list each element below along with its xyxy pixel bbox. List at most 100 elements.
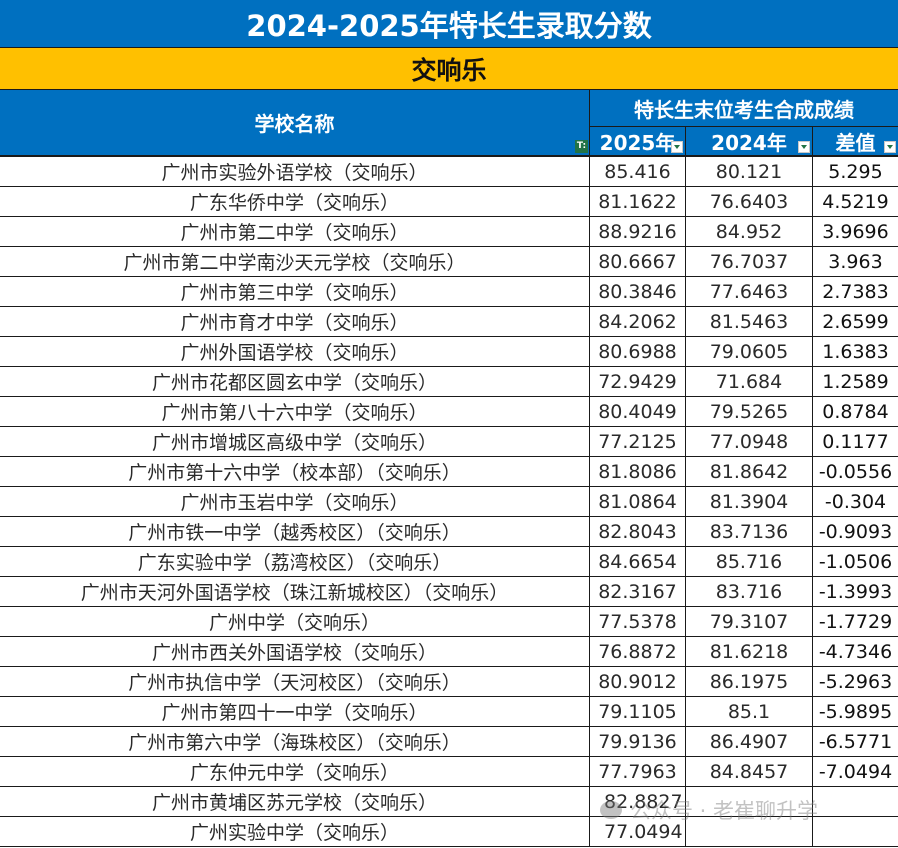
cell-2025[interactable]: 80.3846 (590, 277, 686, 306)
cell-diff[interactable]: 5.295 (828, 160, 883, 183)
cell-school[interactable]: 广州市第八十六中学（交响乐） (0, 397, 590, 426)
cell-2025[interactable]: 72.9429 (590, 367, 686, 396)
cell-school[interactable]: 广州市第六中学（海珠校区）（交响乐） (0, 727, 590, 756)
cell-diff[interactable]: 0.8784 (822, 400, 889, 423)
cell-school[interactable]: 广州市执信中学（天河校区）（交响乐） (0, 667, 590, 696)
cell-diff[interactable]: 4.5219 (822, 190, 889, 213)
cell-diff[interactable]: -1.7729 (818, 610, 893, 633)
cell-diff[interactable]: -0.0556 (818, 460, 893, 483)
cell-2025[interactable]: 77.5378 (590, 607, 686, 636)
header-school-name: 学校名称 T: (0, 90, 590, 157)
cell-school[interactable]: 广州外国语学校（交响乐） (0, 337, 590, 366)
cell-2025[interactable]: 85.416 (590, 157, 686, 186)
cell-2024[interactable]: 85.1 (686, 697, 813, 726)
cell-2025[interactable]: 82.3167 (590, 577, 686, 606)
cell-2024[interactable]: 76.6403 (686, 187, 813, 216)
cell-2025[interactable]: 88.9216 (590, 217, 686, 246)
cell-school[interactable]: 广州市第十六中学（校本部）（交响乐） (0, 457, 590, 486)
cell-2024[interactable] (686, 817, 813, 846)
cell-2024[interactable]: 86.4907 (686, 727, 813, 756)
cell-school[interactable]: 广州市黄埔区苏元学校（交响乐） (0, 787, 590, 816)
cell-2025[interactable]: 80.4049 (590, 397, 686, 426)
cell-diff[interactable]: 0.1177 (822, 430, 889, 453)
cell-2024[interactable] (686, 787, 813, 816)
cell-2024[interactable]: 81.8642 (686, 457, 813, 486)
cell-2024[interactable]: 77.0948 (686, 427, 813, 456)
filter-dropdown-icon[interactable] (671, 141, 683, 153)
cell-2024[interactable]: 80.121 (686, 157, 813, 186)
cell-school[interactable]: 广州实验中学（交响乐） (0, 817, 590, 846)
cell-school[interactable]: 广州市天河外国语学校（珠江新城校区）（交响乐） (0, 577, 590, 606)
cell-2024[interactable]: 85.716 (686, 547, 813, 576)
table-row: 广州市第六中学（海珠校区）（交响乐） 79.9136 86.4907 -6.5771 (0, 727, 898, 757)
cell-diff[interactable]: -0.304 (824, 490, 887, 513)
cell-diff[interactable]: 1.6383 (822, 340, 889, 363)
cell-2024[interactable]: 81.5463 (686, 307, 813, 336)
cell-2024[interactable]: 81.6218 (686, 637, 813, 666)
filter-dropdown-icon[interactable] (798, 141, 810, 153)
cell-2024[interactable]: 76.7037 (686, 247, 813, 276)
cell-2025[interactable]: 77.7963 (590, 757, 686, 786)
filter-active-icon[interactable]: T: (575, 140, 588, 153)
table-row: 广州市第二中学南沙天元学校（交响乐） 80.6667 76.7037 3.963 (0, 247, 898, 277)
cell-school[interactable]: 广州市第四十一中学（交响乐） (0, 697, 590, 726)
cell-school[interactable]: 广州市育才中学（交响乐） (0, 307, 590, 336)
cell-diff[interactable]: -0.9093 (818, 520, 893, 543)
cell-school[interactable]: 广州市西关外国语学校（交响乐） (0, 637, 590, 666)
cell-2025[interactable]: 77.0494 (590, 817, 686, 846)
cell-2025[interactable]: 84.6654 (590, 547, 686, 576)
cell-2025[interactable]: 82.8827 (590, 787, 686, 816)
cell-2024[interactable]: 79.3107 (686, 607, 813, 636)
cell-2025[interactable]: 80.6667 (590, 247, 686, 276)
cell-diff[interactable]: 2.7383 (822, 280, 889, 303)
cell-school[interactable]: 广州市铁一中学（越秀校区）（交响乐） (0, 517, 590, 546)
cell-diff[interactable]: 1.2589 (822, 370, 889, 393)
cell-school[interactable]: 广东仲元中学（交响乐） (0, 757, 590, 786)
cell-diff[interactable]: -4.7346 (818, 640, 893, 663)
cell-2025[interactable]: 77.2125 (590, 427, 686, 456)
cell-diff[interactable] (813, 787, 898, 816)
cell-2024[interactable]: 84.952 (686, 217, 813, 246)
cell-diff[interactable]: 3.963 (828, 250, 883, 273)
cell-diff[interactable]: -7.0494 (818, 760, 893, 783)
filter-dropdown-icon[interactable] (884, 141, 896, 153)
cell-2025[interactable]: 79.9136 (590, 727, 686, 756)
cell-2024[interactable]: 71.684 (686, 367, 813, 396)
cell-2025[interactable]: 76.8872 (590, 637, 686, 666)
cell-diff[interactable]: -1.0506 (818, 550, 893, 573)
cell-2024[interactable]: 86.1975 (686, 667, 813, 696)
cell-school[interactable]: 广州市增城区高级中学（交响乐） (0, 427, 590, 456)
cell-2024[interactable]: 79.5265 (686, 397, 813, 426)
cell-2024[interactable]: 79.0605 (686, 337, 813, 366)
table-row: 广州市玉岩中学（交响乐） 81.0864 81.3904 -0.304 (0, 487, 898, 517)
cell-school[interactable]: 广州市花都区圆玄中学（交响乐） (0, 367, 590, 396)
cell-school[interactable]: 广东华侨中学（交响乐） (0, 187, 590, 216)
cell-2025[interactable]: 81.8086 (590, 457, 686, 486)
cell-2024[interactable]: 81.3904 (686, 487, 813, 516)
cell-school[interactable]: 广州市第二中学南沙天元学校（交响乐） (0, 247, 590, 276)
cell-2024[interactable]: 84.8457 (686, 757, 813, 786)
cell-diff[interactable]: 3.9696 (822, 220, 889, 243)
cell-2024[interactable]: 77.6463 (686, 277, 813, 306)
cell-2025[interactable]: 81.1622 (590, 187, 686, 216)
cell-school[interactable]: 广州市实验外语学校（交响乐） (0, 157, 590, 186)
cell-2024[interactable]: 83.716 (686, 577, 813, 606)
cell-2025[interactable]: 81.0864 (590, 487, 686, 516)
cell-diff[interactable]: -5.9895 (818, 700, 893, 723)
cell-2024[interactable]: 83.7136 (686, 517, 813, 546)
cell-diff[interactable]: -5.2963 (818, 670, 893, 693)
cell-diff[interactable]: 2.6599 (822, 310, 889, 333)
cell-diff[interactable] (813, 817, 898, 846)
cell-diff[interactable]: -1.3993 (818, 580, 893, 603)
cell-2025[interactable]: 80.6988 (590, 337, 686, 366)
cell-2025[interactable]: 80.9012 (590, 667, 686, 696)
cell-school[interactable]: 广州市第二中学（交响乐） (0, 217, 590, 246)
cell-diff[interactable]: -6.5771 (818, 730, 893, 753)
cell-2025[interactable]: 79.1105 (590, 697, 686, 726)
cell-school[interactable]: 广州市第三中学（交响乐） (0, 277, 590, 306)
cell-school[interactable]: 广州市玉岩中学（交响乐） (0, 487, 590, 516)
cell-2025[interactable]: 84.2062 (590, 307, 686, 336)
cell-2025[interactable]: 82.8043 (590, 517, 686, 546)
cell-school[interactable]: 广州中学（交响乐） (0, 607, 590, 636)
cell-school[interactable]: 广东实验中学（荔湾校区）（交响乐） (0, 547, 590, 576)
